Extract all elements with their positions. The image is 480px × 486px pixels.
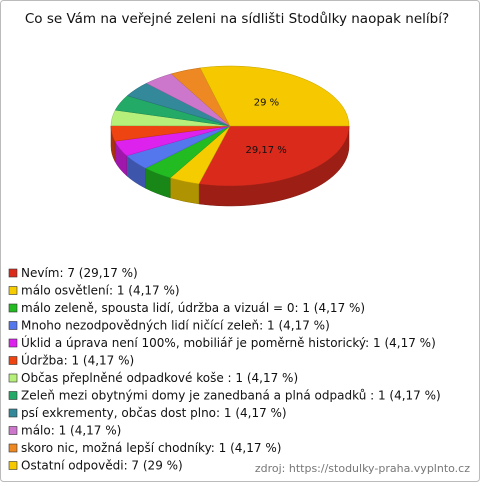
legend-swatch: [8, 426, 18, 435]
legend-label: Nevím: 7 (29,17 %): [21, 266, 138, 280]
legend-label: Mnoho nezodpovědných lidí ničící zeleň: …: [21, 319, 330, 333]
legend-swatch: [8, 461, 18, 470]
chart-title: Co se Vám na veřejné zeleni na sídlišti …: [25, 11, 449, 27]
legend-swatch: [8, 268, 18, 278]
legend-swatch: [8, 303, 18, 313]
legend-label: psí exkrementy, občas dost plno: 1 (4,17…: [21, 406, 287, 420]
value-label: 29 %: [254, 97, 279, 108]
legend-swatch: [8, 408, 18, 418]
value-label: 29,17 %: [246, 145, 287, 156]
legend-swatch: [8, 443, 18, 453]
legend-label: skoro nic, možná lepší chodníky: 1 (4,17…: [21, 441, 281, 455]
legend-label: Úklid a úprava není 100%, mobiliář je po…: [21, 335, 436, 350]
slice: [199, 65, 350, 127]
legend-label: Občas přeplněné odpadkové koše : 1 (4,17…: [21, 371, 298, 385]
legend-swatch: [8, 356, 18, 365]
legend-label: málo: 1 (4,17 %): [21, 424, 121, 438]
legend-swatch: [8, 391, 18, 400]
legend-swatch: [8, 286, 18, 295]
legend-label: Údržba: 1 (4,17 %): [21, 353, 134, 368]
legend-swatch: [8, 373, 18, 383]
source: zdroj: https://stodulky-praha.vyplnto.cz: [255, 462, 470, 475]
legend-label: Ostatní odpovědi: 7 (29 %): [21, 459, 183, 473]
legend-label: Zeleň mezi obytnými domy je zanedbaná a …: [21, 389, 441, 403]
legend-label: málo zeleně, spousta lidí, údržba a vizu…: [21, 301, 365, 315]
legend-swatch: [8, 338, 18, 348]
slice: [198, 125, 350, 187]
legend-swatch: [8, 321, 18, 330]
legend-label: málo osvětlení: 1 (4,17 %): [21, 284, 180, 298]
